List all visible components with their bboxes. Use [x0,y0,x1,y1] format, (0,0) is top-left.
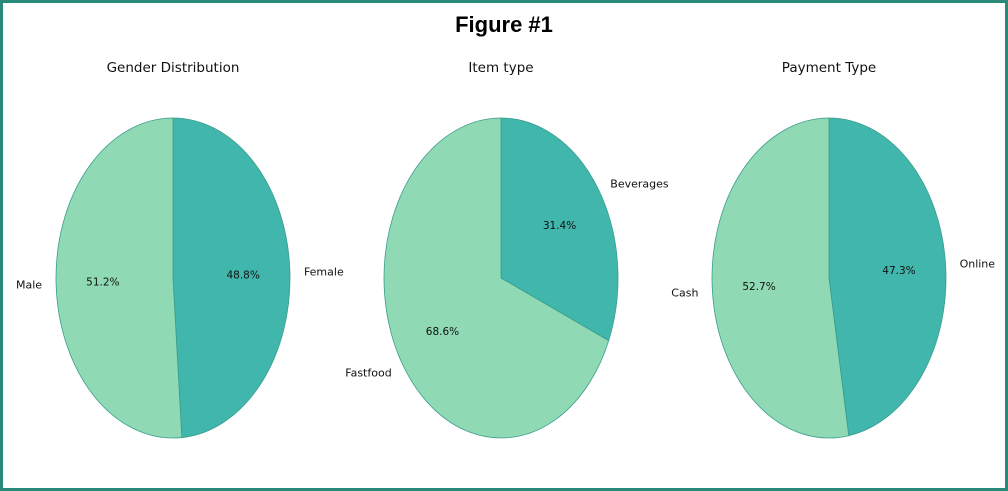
chart-payment-type: Payment Type Online 47.3% Cash 52.7% [671,60,996,439]
slice-percent-label: 51.2% [86,277,119,289]
pie-slice-beverages [500,117,619,342]
chart-title: Item type [468,60,533,76]
slice-label: Female [304,266,344,279]
slice-label: Cash [671,287,698,300]
pie-slice-cash [711,117,850,439]
slice-label: Male [16,278,42,291]
slice-label: Fastfood [345,366,391,379]
pie-slice-female [172,117,291,438]
slice-percent-label: 48.8% [226,269,259,281]
chart-title: Payment Type [782,60,876,76]
pie-slice-male [55,117,183,439]
slice-label: Online [960,257,996,270]
slice-percent-label: 47.3% [882,265,915,277]
pie-slice-fastfood [383,117,610,439]
chart-item-type: Item type Beverages 31.4% Fastfood 68.6% [345,60,669,439]
chart-gender: Gender Distribution Female 48.8% Male 51.2% [16,60,344,439]
chart-title: Gender Distribution [107,60,240,76]
slice-label: Beverages [610,178,669,191]
slice-percent-label: 52.7% [742,281,775,293]
figure-title: Figure #1 [455,12,553,37]
slice-percent-label: 68.6% [426,326,459,338]
pie-slice-online [828,117,947,437]
slice-percent-label: 31.4% [543,220,576,232]
